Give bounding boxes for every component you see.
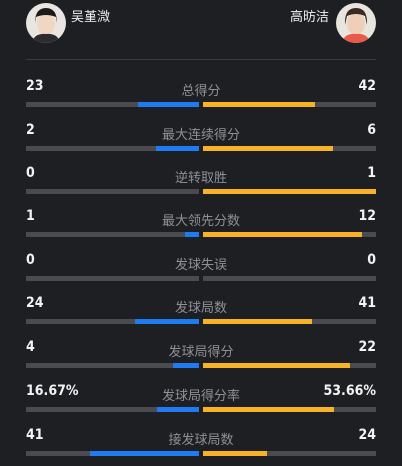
stat-left-value: 0: [26, 252, 35, 268]
stat-left-bar-track: [26, 451, 199, 456]
stat-row: 4 发球局得分 22: [0, 334, 402, 378]
stat-right-bar-track: [203, 146, 376, 151]
stat-row: 1 最大领先分数 12: [0, 203, 402, 247]
stat-left-value: 23: [26, 78, 44, 94]
stat-right-value: 6: [367, 122, 376, 138]
stat-right-bar-fill: [203, 363, 351, 368]
stat-left-bar-fill: [185, 232, 199, 237]
stat-left-value: 4: [26, 339, 35, 355]
stat-label: 总得分: [181, 84, 221, 99]
player-right-name[interactable]: 高昉洁: [289, 10, 329, 25]
stat-right-bar-track: [203, 451, 376, 456]
stat-right-value: 22: [358, 339, 376, 355]
stat-row: 0 发球失误 0: [0, 247, 402, 291]
stat-left-bar-fill: [173, 363, 199, 368]
stat-left-bar-track: [26, 363, 199, 368]
stat-row: 2 最大连续得分 6: [0, 117, 402, 161]
stat-label: 发球失误: [174, 258, 227, 273]
stat-right-value: 41: [358, 295, 376, 311]
stat-left-bar-fill: [90, 451, 199, 456]
stat-left-bar-fill: [155, 146, 199, 151]
stat-label: 接发球局数: [168, 433, 234, 448]
player-right-avatar[interactable]: [336, 3, 376, 43]
stat-right-value: 1: [367, 165, 376, 181]
stat-left-value: 2: [26, 122, 35, 138]
stat-right-bar-track: [203, 189, 376, 194]
stat-right-bar-fill: [203, 232, 363, 237]
stat-label: 最大连续得分: [161, 128, 240, 143]
stat-right-value: 42: [358, 78, 376, 94]
stat-right-bar-track: [203, 276, 376, 281]
stat-right-value: 53.66%: [323, 383, 376, 399]
header-divider: [26, 59, 376, 60]
stat-right-bar-fill: [203, 407, 335, 412]
stat-right-bar-fill: [203, 451, 267, 456]
player-left-name[interactable]: 吴堇溦: [71, 10, 111, 25]
player-left-avatar[interactable]: [26, 3, 66, 43]
stat-label: 最大领先分数: [161, 214, 240, 229]
stat-left-bar-track: [26, 407, 199, 412]
stat-label: 发球局得分率: [161, 389, 240, 404]
stat-label: 逆转取胜: [174, 171, 227, 186]
stat-left-value: 1: [26, 208, 35, 224]
player-right-photo-icon: [336, 3, 376, 43]
stat-right-bar-fill: [203, 319, 312, 324]
stat-row: 41 接发球局数 24: [0, 422, 402, 466]
stat-right-bar-fill: [203, 102, 316, 107]
stat-right-value: 12: [358, 208, 376, 224]
stat-left-value: 0: [26, 165, 35, 181]
stat-row: 0 逆转取胜 1: [0, 160, 402, 204]
stat-right-bar-track: [203, 407, 376, 412]
stat-label: 发球局得分: [168, 345, 234, 360]
stat-right-bar-fill: [203, 146, 333, 151]
stat-left-bar-track: [26, 189, 199, 194]
stat-row: 16.67% 发球局得分率 53.66%: [0, 378, 402, 422]
stat-left-bar-fill: [138, 102, 199, 107]
stat-left-bar-fill: [157, 407, 199, 412]
stat-right-bar-track: [203, 102, 376, 107]
stat-left-value: 24: [26, 295, 44, 311]
stat-right-bar-track: [203, 319, 376, 324]
stat-right-bar-fill: [203, 189, 376, 194]
stat-right-bar-track: [203, 232, 376, 237]
stat-row: 24 发球局数 41: [0, 290, 402, 334]
stat-left-bar-track: [26, 102, 199, 107]
stat-left-value: 16.67%: [26, 383, 79, 399]
stat-right-bar-track: [203, 363, 376, 368]
stat-left-bar-fill: [135, 319, 199, 324]
stat-left-value: 41: [26, 427, 44, 443]
stat-left-bar-track: [26, 146, 199, 151]
stat-left-bar-track: [26, 232, 199, 237]
stat-label: 发球局数: [174, 301, 227, 316]
player-left-photo-icon: [26, 3, 66, 43]
match-header: 吴堇溦 高昉洁: [0, 0, 402, 56]
stat-right-value: 0: [367, 252, 376, 268]
stat-left-bar-track: [26, 276, 199, 281]
stat-left-bar-track: [26, 319, 199, 324]
stat-row: 23 总得分 42: [0, 73, 402, 117]
stat-right-value: 24: [358, 427, 376, 443]
